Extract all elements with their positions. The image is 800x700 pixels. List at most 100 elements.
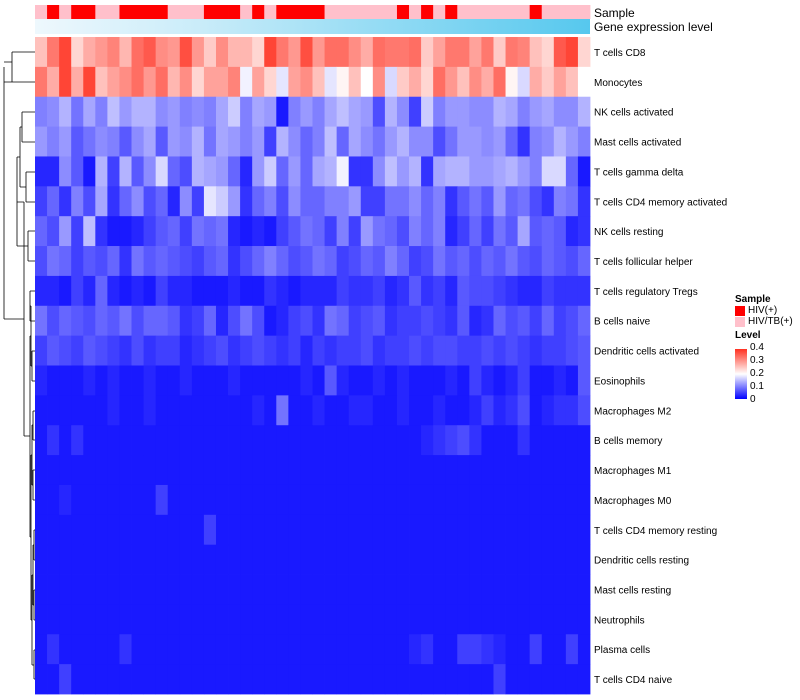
heatmap-cell: [119, 365, 132, 396]
heatmap-cell: [228, 246, 241, 277]
row-label: T cells CD8: [594, 48, 646, 59]
heatmap-cell: [565, 186, 579, 217]
heatmap-cell: [360, 335, 374, 366]
sample-annotation-cell: [348, 5, 362, 19]
heatmap-cell: [457, 664, 470, 695]
heatmap-cell: [191, 275, 205, 307]
level-tick: 0: [750, 394, 756, 405]
heatmap-cell: [529, 395, 543, 426]
heatmap-cell: [228, 395, 241, 426]
heatmap-cell: [396, 96, 410, 127]
heatmap-cell: [421, 664, 434, 695]
heatmap-cell: [433, 425, 446, 456]
heatmap-cell: [372, 305, 386, 337]
heatmap-cell: [384, 425, 398, 456]
heatmap-cell: [59, 126, 72, 157]
sample-annotation-cell: [143, 5, 157, 19]
heatmap-cell: [324, 96, 338, 127]
heatmap-cell: [107, 634, 120, 665]
heatmap-cell: [83, 395, 96, 426]
heatmap-cell: [481, 634, 494, 665]
heatmap-cell: [240, 335, 253, 366]
heatmap-cell: [360, 604, 374, 635]
heatmap-cell: [505, 305, 519, 337]
heatmap-cell: [179, 455, 193, 486]
heatmap-cell: [384, 604, 398, 635]
heatmap-cell: [240, 604, 253, 635]
heatmap-cell: [312, 335, 325, 366]
heatmap-cell: [577, 365, 591, 396]
heatmap-cell: [336, 216, 350, 247]
heatmap-cell: [288, 365, 301, 396]
heatmap-cell: [179, 37, 193, 68]
heatmap-cell: [179, 156, 193, 187]
heatmap-cell: [143, 455, 157, 486]
heatmap-cell: [421, 395, 434, 426]
heatmap-cell: [276, 186, 289, 217]
heatmap-cell: [191, 365, 205, 396]
heatmap-cell: [59, 156, 72, 187]
heatmap-cell: [155, 96, 169, 127]
heatmap-cell: [493, 126, 506, 157]
heatmap-cell: [445, 305, 458, 337]
heatmap-cell: [83, 305, 96, 337]
heatmap-cell: [541, 216, 555, 247]
heatmap-cell: [252, 186, 265, 217]
heatmap-cell: [312, 96, 325, 127]
heatmap-cell: [71, 246, 84, 277]
heatmap-cell: [288, 216, 301, 247]
heatmap-cell: [409, 455, 422, 486]
heatmap-cell: [409, 216, 422, 247]
row-label: Dendritic cells resting: [594, 556, 689, 567]
heatmap-cell: [35, 425, 48, 456]
heatmap-cell: [565, 395, 579, 426]
heatmap-cell: [95, 604, 108, 635]
heatmap-cell: [396, 484, 410, 516]
heatmap-cell: [348, 484, 362, 516]
heatmap-cell: [312, 634, 325, 665]
heatmap-cell: [47, 335, 60, 366]
heatmap-cell: [179, 66, 193, 98]
heatmap-cell: [252, 664, 265, 695]
level-tick: 0.4: [750, 342, 764, 353]
heatmap-cell: [107, 484, 120, 516]
heatmap-cell: [457, 634, 470, 665]
heatmap-cell: [469, 246, 482, 277]
heatmap-cell: [553, 395, 567, 426]
heatmap-cell: [553, 604, 567, 635]
heatmap-cell: [203, 425, 217, 456]
heatmap-cell: [83, 664, 96, 695]
heatmap-cell: [155, 156, 169, 187]
heatmap-cell: [119, 186, 132, 217]
sample-annotation-cell: [107, 5, 120, 19]
heatmap-cell: [203, 126, 217, 157]
heatmap-cell: [167, 305, 181, 337]
heatmap-cell: [131, 484, 144, 516]
heatmap-cell: [143, 634, 157, 665]
heatmap-cell: [481, 544, 494, 575]
heatmap-cell: [372, 156, 386, 187]
heatmap-cell: [409, 634, 422, 665]
heatmap-cell: [396, 664, 410, 695]
heatmap-cell: [155, 514, 169, 546]
heatmap-cell: [517, 455, 531, 486]
heatmap-cell: [433, 395, 446, 426]
heatmap-cell: [191, 514, 205, 546]
heatmap-cell: [95, 544, 108, 575]
heatmap-cell: [228, 156, 241, 187]
heatmap-cell: [167, 66, 181, 98]
heatmap-cell: [59, 335, 72, 366]
heatmap-cell: [228, 544, 241, 575]
heatmap-cell: [517, 246, 531, 277]
sample-annotation-cell: [35, 5, 48, 19]
heatmap-cell: [167, 246, 181, 277]
heatmap-cell: [191, 246, 205, 277]
heatmap-cell: [155, 66, 169, 98]
heatmap-cell: [143, 604, 157, 635]
heatmap-cell: [191, 186, 205, 217]
heatmap-cell: [384, 186, 398, 217]
row-label: T cells CD4 memory resting: [594, 526, 717, 537]
heatmap-cell: [47, 186, 60, 217]
heatmap-cell: [288, 544, 301, 575]
sample-annotation-cell: [131, 5, 144, 19]
